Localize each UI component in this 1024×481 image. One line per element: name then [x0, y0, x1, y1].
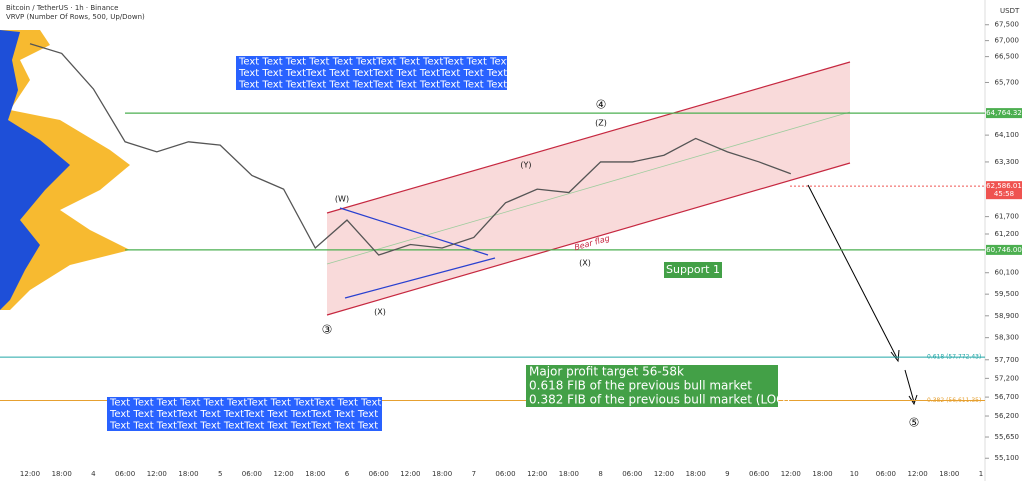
x-tick-label: 06:00 [242, 470, 262, 478]
y-tick-label: 66,500 [995, 53, 1020, 61]
channel-lower [326, 162, 851, 316]
fib-label: 0.618 (57,772.43) [927, 354, 981, 361]
text-box-line: 0.382 FIB of the previous bull market (L… [529, 393, 790, 407]
arrow-head [890, 349, 900, 363]
x-tick-label: 9 [725, 470, 729, 478]
text-box [236, 56, 507, 90]
wave-label: (X) [579, 259, 591, 268]
fib-label: 0.382 (56,611.35) [927, 397, 981, 404]
channel-upper [326, 61, 851, 214]
y-tick-label: 58,900 [995, 312, 1020, 320]
text-box-line: Text Text TextText Text TextText Text Te… [238, 79, 507, 90]
y-tick-label: 67,500 [995, 21, 1020, 29]
wave-label: (Y) [520, 161, 531, 170]
text-box-line: 0.618 FIB of the previous bull market [529, 379, 752, 393]
y-tick-label: 67,000 [995, 37, 1020, 45]
x-tick-label: 18:00 [686, 470, 706, 478]
arrow-head [908, 394, 918, 406]
x-tick-label: 12:00 [147, 470, 167, 478]
x-tick-label: 7 [472, 470, 476, 478]
arrow [807, 184, 898, 359]
price-series [29, 43, 792, 256]
x-tick-label: 12:00 [527, 470, 547, 478]
countdown: 45:58 [994, 190, 1014, 198]
x-tick-label: 18:00 [432, 470, 452, 478]
triangle-upper [339, 207, 489, 256]
wave-label: (W) [335, 195, 349, 204]
triangle-lower [344, 257, 496, 299]
y-tick-label: 58,300 [995, 334, 1020, 342]
x-tick-label: 10 [850, 470, 859, 478]
y-tick-label: 64,100 [995, 131, 1020, 139]
wave-label: ④ [596, 98, 607, 112]
x-tick-label: 18:00 [52, 470, 72, 478]
x-tick-label: 18:00 [939, 470, 959, 478]
last-price-label: 62,586.01 [986, 182, 1022, 190]
x-tick-label: 06:00 [369, 470, 389, 478]
wave-label: (Z) [595, 119, 607, 128]
axis-unit: USDT [1000, 7, 1020, 15]
y-tick-label: 63,300 [995, 158, 1020, 166]
y-tick-label: 61,700 [995, 213, 1020, 221]
y-tick-label: 61,200 [995, 230, 1020, 238]
x-tick-label: 1 [979, 470, 983, 478]
x-tick-label: 06:00 [749, 470, 769, 478]
price-box [986, 108, 1022, 119]
x-tick-label: 18:00 [559, 470, 579, 478]
x-tick-label: 12:00 [400, 470, 420, 478]
x-tick-label: 06:00 [622, 470, 642, 478]
x-tick-label: 06:00 [495, 470, 515, 478]
text-box-line: Text Text Text Text Text TextText Text T… [109, 398, 381, 409]
x-tick-label: 06:00 [876, 470, 896, 478]
x-tick-label: 12:00 [20, 470, 40, 478]
y-tick-label: 57,700 [995, 356, 1020, 364]
y-tick-label: 55,650 [995, 433, 1020, 441]
text-box-line: Text Text TextText Text TextText Text Te… [109, 409, 378, 420]
x-tick-label: 12:00 [654, 470, 674, 478]
x-tick-label: 18:00 [305, 470, 325, 478]
wave-label: ⑤ [909, 416, 920, 430]
arrow [904, 369, 915, 403]
x-tick-label: 06:00 [115, 470, 135, 478]
channel-fill [327, 62, 850, 315]
y-tick-label: 56,200 [995, 412, 1020, 420]
channel-mid [326, 111, 851, 265]
chart-title: Bitcoin / TetherUS · 1h · Binance [6, 4, 118, 12]
wave-label: ③ [322, 323, 333, 337]
x-tick-label: 18:00 [178, 470, 198, 478]
text-box-line: Text Text Text Text Text TextText Text T… [238, 57, 510, 68]
support-box [664, 262, 722, 278]
last-price-box [986, 181, 1022, 200]
text-box-line: Text Text TextText Text TextText Text Te… [238, 68, 507, 79]
x-tick-label: 8 [598, 470, 602, 478]
y-tick-label: 59,500 [995, 290, 1020, 298]
support-label: Support 1 [666, 263, 720, 276]
text-box-line: Major profit target 56-58k [529, 365, 684, 379]
text-box [526, 365, 778, 407]
x-tick-label: 12:00 [274, 470, 294, 478]
wave-label: (X) [374, 308, 386, 317]
volume-profile-down [0, 30, 70, 310]
text-box-line: Text Text TextText Text TextText Text Te… [109, 420, 378, 431]
x-tick-label: 18:00 [812, 470, 832, 478]
y-tick-label: 60,100 [995, 269, 1020, 277]
chart-subtitle: VRVP (Number Of Rows, 500, Up/Down) [6, 13, 145, 21]
y-tick-label: 56,700 [995, 393, 1020, 401]
text-box [107, 397, 382, 431]
price-label: 64,764.32 [986, 109, 1022, 117]
x-tick-label: 5 [218, 470, 222, 478]
y-tick-label: 55,100 [995, 454, 1020, 462]
y-tick-label: 65,700 [995, 78, 1020, 86]
x-tick-label: 4 [91, 470, 96, 478]
price-label: 60,746.00 [986, 246, 1022, 254]
x-tick-label: 12:00 [908, 470, 928, 478]
price-box [986, 244, 1022, 255]
y-tick-label: 57,200 [995, 374, 1020, 382]
x-tick-label: 12:00 [781, 470, 801, 478]
x-tick-label: 6 [345, 470, 350, 478]
